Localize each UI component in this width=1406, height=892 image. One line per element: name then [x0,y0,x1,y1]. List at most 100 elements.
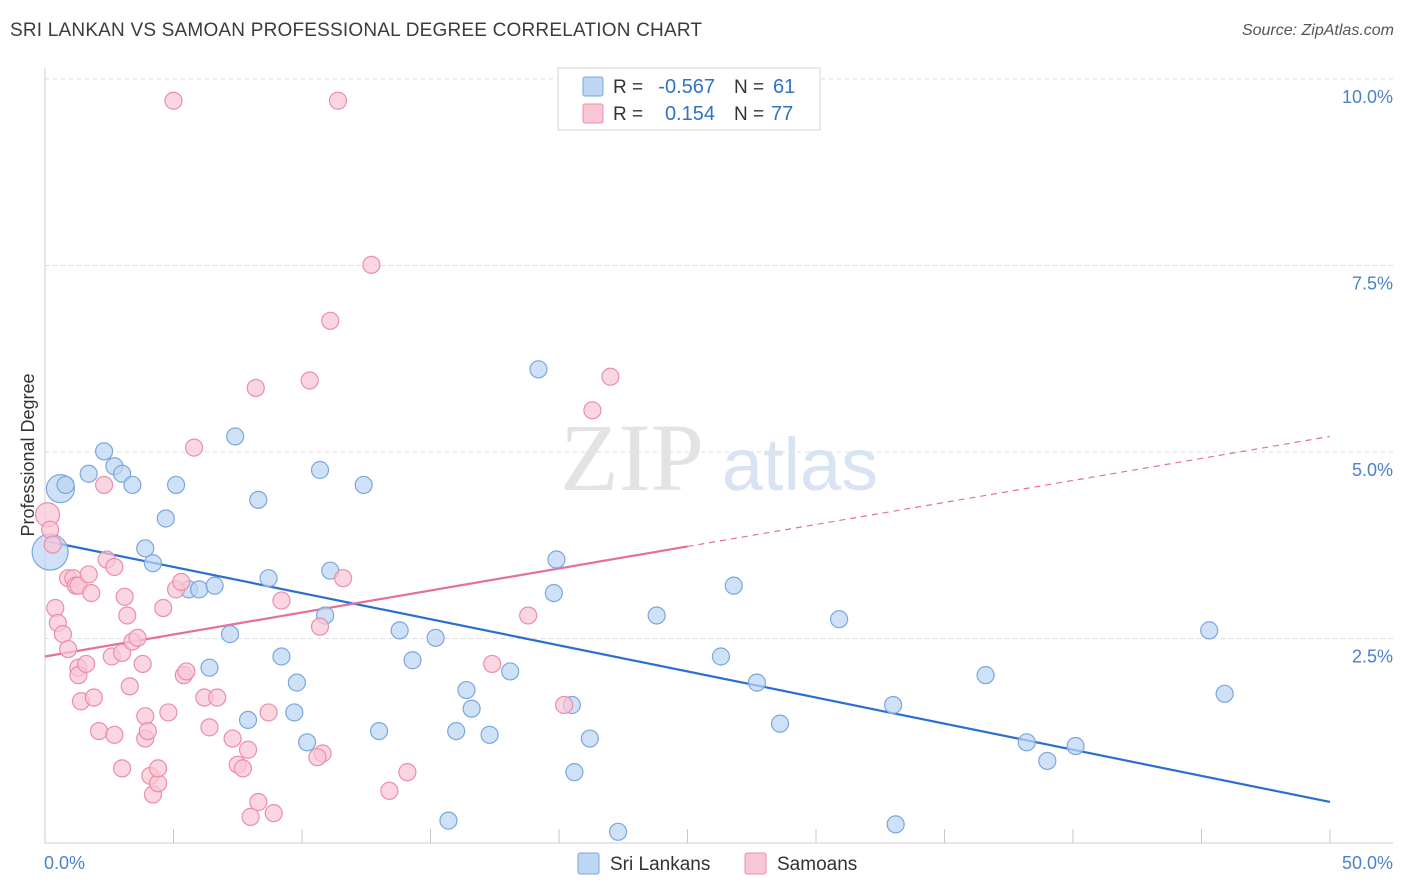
point-samoan [128,628,147,647]
point-sri-lankan [272,647,291,666]
point-sri-lankan [123,475,142,495]
point-sri-lankan [457,680,476,700]
point-samoan [308,748,327,767]
point-samoan [238,740,258,759]
point-samoan [89,721,109,741]
point-sri-lankan [112,464,132,483]
point-sri-lankan [439,811,458,830]
stats-n-label-samoans: N = [734,104,764,125]
stats-swatch-sri-lankans [582,76,604,97]
point-samoan [84,688,103,707]
stats-n-value-sri-lankans: 61 [773,76,795,98]
point-samoan [118,606,137,625]
point-sri-lankan [580,729,599,748]
gridlines [45,78,1393,639]
point-samoan [223,729,242,748]
point-samoan [246,378,265,398]
point-sri-lankan [547,550,566,569]
point-samoan [77,654,96,674]
point-samoan [41,520,60,539]
point-samoan [136,707,155,726]
point-sri-lankan [259,569,278,588]
point-samoan [259,703,278,722]
point-samoan [177,662,196,681]
y-tick-label: 2.5% [1352,647,1393,667]
point-sri-lankan [1200,621,1219,640]
trend-line-samoan-projection [687,435,1331,548]
point-samoan [380,781,399,800]
point-sri-lankan [200,658,219,677]
point-sri-lankan [883,695,903,715]
point-samoan [328,91,348,110]
point-sri-lankan [190,580,209,599]
x-tick-label: 0.0% [44,853,85,873]
point-sri-lankan [1038,751,1057,771]
x-tick-label: 50.0% [1342,853,1393,873]
point-samoan [112,759,132,778]
stats-r-label-samoans: R = [613,104,643,125]
point-sri-lankan [136,539,155,558]
point-sri-lankan [205,576,224,595]
watermark-zip: ZIP [560,404,704,511]
legend-label-samoans: Samoans [777,854,857,875]
point-sri-lankan [238,710,258,730]
point-samoan [519,606,538,625]
point-samoan [82,583,101,603]
point-sri-lankan [770,714,790,733]
point-samoan [200,718,219,737]
point-samoan [172,572,191,592]
trend-line-sri-lankan [44,539,1331,804]
point-sri-lankan [886,815,905,834]
point-samoan [138,721,157,741]
x-tick-labels: 0.0% 50.0% [44,853,1393,873]
point-sri-lankan [285,703,304,722]
point-sri-lankan [711,647,731,666]
y-tick-label: 10.0% [1342,87,1393,107]
point-samoan [310,617,330,636]
point-sri-lankan [647,606,666,625]
point-sri-lankan [544,583,563,603]
stats-n-label-sri-lankans: N = [734,77,764,98]
point-samoan [133,654,152,674]
y-tick-label: 5.0% [1352,460,1393,480]
point-samoan [249,792,268,812]
point-sri-lankan [480,725,499,744]
point-samoan [300,371,319,390]
point-sri-lankan [501,662,520,681]
axes [44,68,1393,844]
point-sri-lankan [79,464,98,483]
point-sri-lankan [529,360,548,379]
point-samoan [46,598,65,618]
point-sri-lankan [310,460,330,480]
point-samoan [115,587,134,606]
point-samoan [321,311,340,330]
point-samoan [398,763,417,782]
point-samoan [362,255,381,274]
point-samoan [555,695,574,715]
point-sri-lankan [390,621,409,640]
point-sri-lankan [56,475,75,495]
point-samoan [154,598,173,618]
point-sri-lankan [1017,733,1036,752]
point-samoan [148,759,168,778]
data-points [31,91,1234,841]
y-axis-label: Professional Degree [18,373,38,536]
point-samoan [164,91,183,110]
point-sri-lankan [462,699,481,718]
y-tick-labels: 2.5% 5.0% 7.5% 10.0% [1342,87,1393,667]
stats-r-label-sri-lankans: R = [613,77,643,98]
point-sri-lankan [298,733,317,752]
stats-r-value-samoans: 0.154 [665,103,715,125]
point-samoan [120,677,139,696]
legend-swatch-samoans [744,852,767,875]
stats-swatch-samoans [582,103,604,124]
point-sri-lankan [426,628,445,647]
point-sri-lankan [447,721,466,741]
bottom-legend: Sri Lankans Samoans [577,852,857,875]
point-sri-lankan [976,666,995,685]
point-samoan [233,759,252,778]
point-sri-lankan [724,576,743,595]
point-sri-lankan [830,610,849,629]
trend-line-samoan [44,545,688,658]
point-sri-lankan [220,625,240,644]
